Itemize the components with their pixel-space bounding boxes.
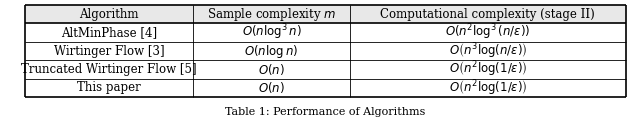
- Text: $O\left(n^2 \log(1/\epsilon)\right)$: $O\left(n^2 \log(1/\epsilon)\right)$: [449, 60, 527, 79]
- Text: $O\left(n^3 \log(n/\epsilon)\right)$: $O\left(n^3 \log(n/\epsilon)\right)$: [449, 41, 527, 61]
- Text: AltMinPhase [4]: AltMinPhase [4]: [61, 26, 157, 39]
- Text: $O(n)$: $O(n)$: [258, 62, 285, 77]
- Text: $O(n\log n)$: $O(n\log n)$: [244, 43, 299, 60]
- Text: $O(n\log^3 n)$: $O(n\log^3 n)$: [241, 23, 301, 42]
- Text: Sample complexity $m$: Sample complexity $m$: [207, 6, 336, 23]
- Text: $O\left(n^2 \log(1/\epsilon)\right)$: $O\left(n^2 \log(1/\epsilon)\right)$: [449, 78, 527, 98]
- Text: Algorithm: Algorithm: [79, 8, 139, 21]
- Text: $O(n^2 \log^3(n/\epsilon))$: $O(n^2 \log^3(n/\epsilon))$: [445, 23, 531, 42]
- Text: Table 1: Performance of Algorithms: Table 1: Performance of Algorithms: [225, 107, 426, 117]
- Text: Computational complexity (stage II): Computational complexity (stage II): [381, 8, 595, 21]
- Text: Wirtinger Flow [3]: Wirtinger Flow [3]: [54, 45, 164, 58]
- Text: $O(n)$: $O(n)$: [258, 80, 285, 95]
- Text: Truncated Wirtinger Flow [5]: Truncated Wirtinger Flow [5]: [22, 63, 197, 76]
- Text: This paper: This paper: [77, 81, 141, 94]
